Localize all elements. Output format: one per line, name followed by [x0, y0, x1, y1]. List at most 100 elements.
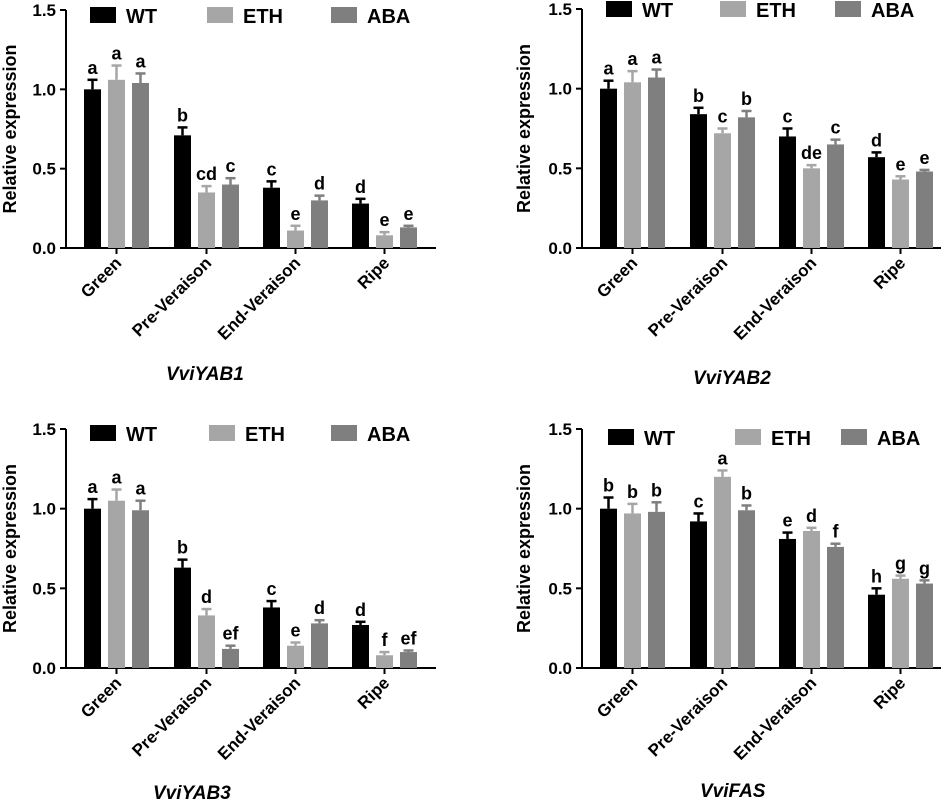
p2-legend-swatch-eth [720, 1, 746, 17]
p2-significance-label: c [830, 118, 840, 138]
p4-significance-label: a [717, 448, 728, 468]
p1-legend-label-eth: ETH [243, 6, 283, 28]
p2-x-tick-label: Green [593, 253, 641, 301]
p4-y-tick-label: 1.5 [548, 420, 572, 439]
p2-significance-label: b [693, 86, 704, 106]
p2-significance-label: c [782, 107, 792, 127]
p1-significance-label: c [266, 159, 276, 179]
p2-legend-label-eth: ETH [756, 0, 796, 22]
p4-bar-aba-ripe [916, 583, 933, 668]
p4-bar-wt-ripe [868, 594, 885, 668]
p3-y-tick-label: 0.5 [32, 579, 56, 598]
p3-significance-label: a [87, 477, 98, 497]
p1-legend-swatch-eth [207, 7, 233, 23]
p2-significance-label: e [919, 148, 929, 168]
p2-bar-wt-pre-veraison [690, 114, 707, 248]
p1-bar-aba-green [132, 82, 149, 248]
p1-significance-label: a [111, 44, 122, 64]
p3-legend-label-wt: WT [126, 424, 157, 446]
p1-significance-label: e [403, 204, 413, 224]
p2-bar-wt-ripe [868, 157, 885, 248]
p4-y-axis-label: Relative expression [514, 464, 534, 633]
p4-bar-wt-end-veraison [779, 538, 796, 668]
p1-legend-label-wt: WT [126, 6, 157, 28]
p2-bar-aba-pre-veraison [738, 117, 755, 248]
p1-y-tick-label: 0.0 [32, 239, 56, 258]
p1-bar-wt-end-veraison [263, 187, 280, 248]
p4-significance-label: f [833, 522, 840, 542]
panel-title-vviyab2: VviYAB2 [693, 368, 771, 389]
p2-bar-aba-end-veraison [827, 144, 844, 248]
p1-significance-label: e [379, 210, 389, 230]
p2-significance-label: c [717, 107, 727, 127]
p4-significance-label: g [895, 554, 906, 574]
p3-bar-wt-green [84, 508, 101, 668]
p4-significance-label: d [806, 506, 817, 526]
p3-x-tick-label: Pre-Veraison [128, 673, 215, 760]
p4-significance-label: b [651, 480, 662, 500]
p3-bar-wt-pre-veraison [174, 567, 191, 668]
p2-legend-label-wt: WT [642, 0, 673, 22]
p1-significance-label: cd [196, 164, 217, 184]
p4-x-tick-label: Ripe [870, 673, 909, 712]
p3-legend-label-eth: ETH [245, 424, 285, 446]
p3-bar-aba-pre-veraison [222, 648, 239, 668]
p1-y-axis-label: Relative expression [0, 44, 20, 213]
p3-significance-label: a [111, 468, 122, 488]
p3-significance-label: b [177, 538, 188, 558]
p1-bar-wt-pre-veraison [174, 135, 191, 248]
p3-significance-label: d [314, 598, 325, 618]
p2-y-tick-label: 1.5 [548, 0, 572, 19]
p4-significance-label: b [741, 483, 752, 503]
p1-y-tick-label: 1.5 [32, 1, 56, 20]
p4-bar-wt-pre-veraison [690, 521, 707, 668]
p2-bar-aba-green [648, 77, 665, 248]
p3-bar-eth-green [108, 500, 125, 668]
p3-legend-swatch-aba [331, 425, 357, 441]
p3-y-tick-label: 1.0 [32, 500, 56, 519]
p3-bar-wt-end-veraison [263, 607, 280, 668]
p4-bar-eth-green [624, 513, 641, 668]
p3-x-tick-label: End-Veraison [214, 673, 304, 763]
p3-y-tick-label: 1.5 [32, 420, 56, 439]
p4-x-tick-label: End-Veraison [730, 673, 820, 763]
p2-bar-wt-end-veraison [779, 136, 796, 248]
panel-title-vviyab3: VviYAB3 [153, 783, 231, 804]
p4-x-tick-label: Pre-Veraison [644, 673, 731, 760]
p4-bar-aba-green [648, 511, 665, 668]
p4-x-tick-label: Green [593, 673, 641, 721]
p2-x-tick-label: Ripe [870, 253, 909, 292]
p1-significance-label: b [177, 105, 188, 125]
panel-title-vviyab1: VviYAB1 [166, 364, 244, 385]
p2-legend-label-aba: ABA [871, 0, 914, 22]
p2-x-tick-label: End-Veraison [730, 253, 820, 343]
p4-legend-swatch-wt [608, 429, 634, 445]
p3-significance-label: f [382, 630, 389, 650]
p3-bar-eth-ripe [376, 655, 393, 668]
p2-bar-eth-end-veraison [803, 168, 820, 248]
p1-bar-aba-end-veraison [311, 200, 328, 248]
p4-significance-label: h [871, 566, 882, 586]
p3-significance-label: a [135, 479, 146, 499]
p2-significance-label: de [801, 143, 822, 163]
p4-bar-eth-pre-veraison [714, 476, 731, 668]
p1-legend-swatch-wt [90, 7, 116, 23]
p3-bar-eth-end-veraison [287, 645, 304, 668]
p4-legend-label-wt: WT [644, 428, 675, 450]
p3-bar-eth-pre-veraison [198, 615, 215, 668]
p2-significance-label: d [871, 130, 882, 150]
p1-bar-eth-green [108, 79, 125, 249]
p1-x-tick-label: Green [77, 253, 125, 301]
p4-legend-swatch-eth [735, 429, 761, 445]
p1-bar-aba-ripe [400, 227, 417, 248]
p2-legend-swatch-aba [835, 1, 861, 17]
p4-bar-eth-ripe [892, 578, 909, 668]
p2-y-tick-label: 0.0 [548, 239, 572, 258]
p1-legend-swatch-aba [331, 7, 357, 23]
p1-bar-eth-end-veraison [287, 230, 304, 248]
p2-significance-label: e [895, 154, 905, 174]
p1-bar-eth-pre-veraison [198, 192, 215, 248]
p1-bar-wt-ripe [352, 203, 369, 248]
p2-bar-eth-ripe [892, 179, 909, 248]
